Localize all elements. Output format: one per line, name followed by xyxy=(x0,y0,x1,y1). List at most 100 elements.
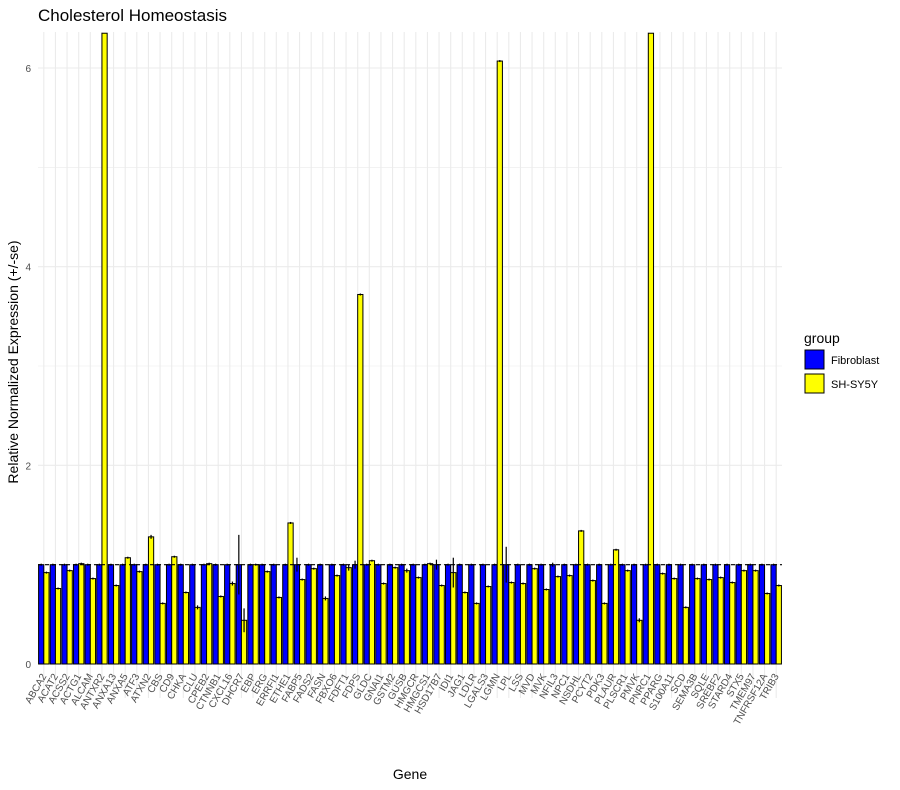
bar-sh-sy5y xyxy=(578,530,585,665)
bar-sh-sy5y xyxy=(764,592,771,665)
bar-sh-sy5y xyxy=(252,564,259,665)
bar-sh-sy5y xyxy=(171,556,178,665)
bar-fibroblast xyxy=(189,564,196,665)
bar-sh-sy5y xyxy=(322,597,329,665)
bar-sh-sy5y xyxy=(485,586,492,665)
bar-fibroblast xyxy=(177,564,184,665)
bar-fibroblast xyxy=(712,564,719,665)
bar-fibroblast xyxy=(119,564,126,665)
bar-sh-sy5y xyxy=(647,32,655,665)
bar-sh-sy5y xyxy=(229,583,236,665)
bar-sh-sy5y xyxy=(380,583,387,665)
bar-fibroblast xyxy=(258,564,266,665)
bar-sh-sy5y xyxy=(217,595,224,665)
bar-fibroblast xyxy=(433,564,440,665)
bar-fibroblast xyxy=(596,564,603,665)
legend-swatch-fibroblast xyxy=(804,349,825,370)
bar-sh-sy5y xyxy=(392,567,399,665)
bar-fibroblast xyxy=(38,564,45,665)
bar-fibroblast xyxy=(456,564,463,665)
bar-fibroblast xyxy=(700,564,707,665)
bar-sh-sy5y xyxy=(182,591,190,665)
bar-fibroblast xyxy=(224,564,231,665)
bar-fibroblast xyxy=(351,564,359,665)
y-tick-label: 4 xyxy=(25,263,31,274)
bar-sh-sy5y xyxy=(624,570,631,665)
bar-fibroblast xyxy=(654,564,661,665)
bar-fibroblast xyxy=(747,564,754,665)
bar-fibroblast xyxy=(375,564,382,665)
bar-sh-sy5y xyxy=(473,602,480,665)
bar-sh-sy5y xyxy=(54,588,62,665)
bar-fibroblast xyxy=(642,564,649,665)
bar-fibroblast xyxy=(689,564,696,665)
bars xyxy=(38,32,782,665)
bar-sh-sy5y xyxy=(554,576,562,665)
bar-sh-sy5y xyxy=(101,32,108,665)
bar-fibroblast xyxy=(154,564,161,665)
bar-fibroblast xyxy=(282,564,289,665)
bar-sh-sy5y xyxy=(287,522,294,665)
bar-sh-sy5y xyxy=(66,570,73,665)
bar-sh-sy5y xyxy=(415,577,422,665)
bar-sh-sy5y xyxy=(194,606,201,665)
bar-fibroblast xyxy=(340,564,347,665)
bar-sh-sy5y xyxy=(426,563,434,665)
bar-fibroblast xyxy=(328,564,335,665)
bar-fibroblast xyxy=(584,564,591,665)
bar-fibroblast xyxy=(468,564,475,665)
bar-fibroblast xyxy=(142,564,149,665)
bar-fibroblast xyxy=(247,564,254,665)
bar-fibroblast xyxy=(479,564,487,665)
bar-fibroblast xyxy=(514,564,521,665)
bar-fibroblast xyxy=(677,564,684,665)
bar-sh-sy5y xyxy=(601,602,608,665)
bar-fibroblast xyxy=(619,564,626,665)
x-tick-labels: ABCA2ACAT2ACSS2ACTG1ALCAMANTXR2ANXA13ANX… xyxy=(23,672,782,727)
bar-sh-sy5y xyxy=(461,591,469,665)
bar-sh-sy5y xyxy=(136,571,143,665)
bar-fibroblast xyxy=(363,564,370,665)
bar-fibroblast xyxy=(305,564,312,665)
bar-fibroblast xyxy=(165,564,173,665)
bar-fibroblast xyxy=(537,564,545,665)
bar-fibroblast xyxy=(131,564,138,665)
legend-title: group xyxy=(804,330,840,346)
bar-sh-sy5y xyxy=(543,589,550,665)
bar-sh-sy5y xyxy=(519,583,527,665)
bar-fibroblast xyxy=(200,564,208,665)
bar-sh-sy5y xyxy=(275,596,283,665)
bar-fibroblast xyxy=(410,564,417,665)
bar-sh-sy5y xyxy=(636,619,643,665)
bar-fibroblast xyxy=(665,564,673,665)
bar-fibroblast xyxy=(735,564,742,665)
bar-sh-sy5y xyxy=(566,575,573,665)
bar-fibroblast xyxy=(270,564,277,665)
bar-sh-sy5y xyxy=(264,571,271,665)
bar-sh-sy5y xyxy=(113,585,120,665)
bar-sh-sy5y xyxy=(333,575,341,665)
bar-fibroblast xyxy=(630,564,638,665)
bar-sh-sy5y xyxy=(752,570,759,665)
bar-sh-sy5y xyxy=(159,602,166,665)
bar-sh-sy5y xyxy=(612,549,620,665)
bar-fibroblast xyxy=(723,564,731,665)
bar-fibroblast xyxy=(561,564,568,665)
bar-sh-sy5y xyxy=(508,582,515,665)
legend: group Fibroblast SH-SY5Y xyxy=(804,330,879,394)
bar-sh-sy5y xyxy=(403,570,410,665)
bar-sh-sy5y xyxy=(717,577,724,665)
bar-sh-sy5y xyxy=(147,536,155,665)
bar-fibroblast xyxy=(96,564,103,665)
bar-sh-sy5y xyxy=(438,585,445,665)
bar-sh-sy5y xyxy=(299,579,306,665)
bar-fibroblast xyxy=(770,564,777,665)
bar-fibroblast xyxy=(317,564,324,665)
legend-swatch-sh-sy5y xyxy=(804,373,825,394)
y-tick-label: 0 xyxy=(25,660,31,671)
bar-sh-sy5y xyxy=(368,560,376,665)
bar-sh-sy5y xyxy=(124,557,131,665)
bar-sh-sy5y xyxy=(43,572,50,665)
bar-sh-sy5y xyxy=(589,580,596,665)
